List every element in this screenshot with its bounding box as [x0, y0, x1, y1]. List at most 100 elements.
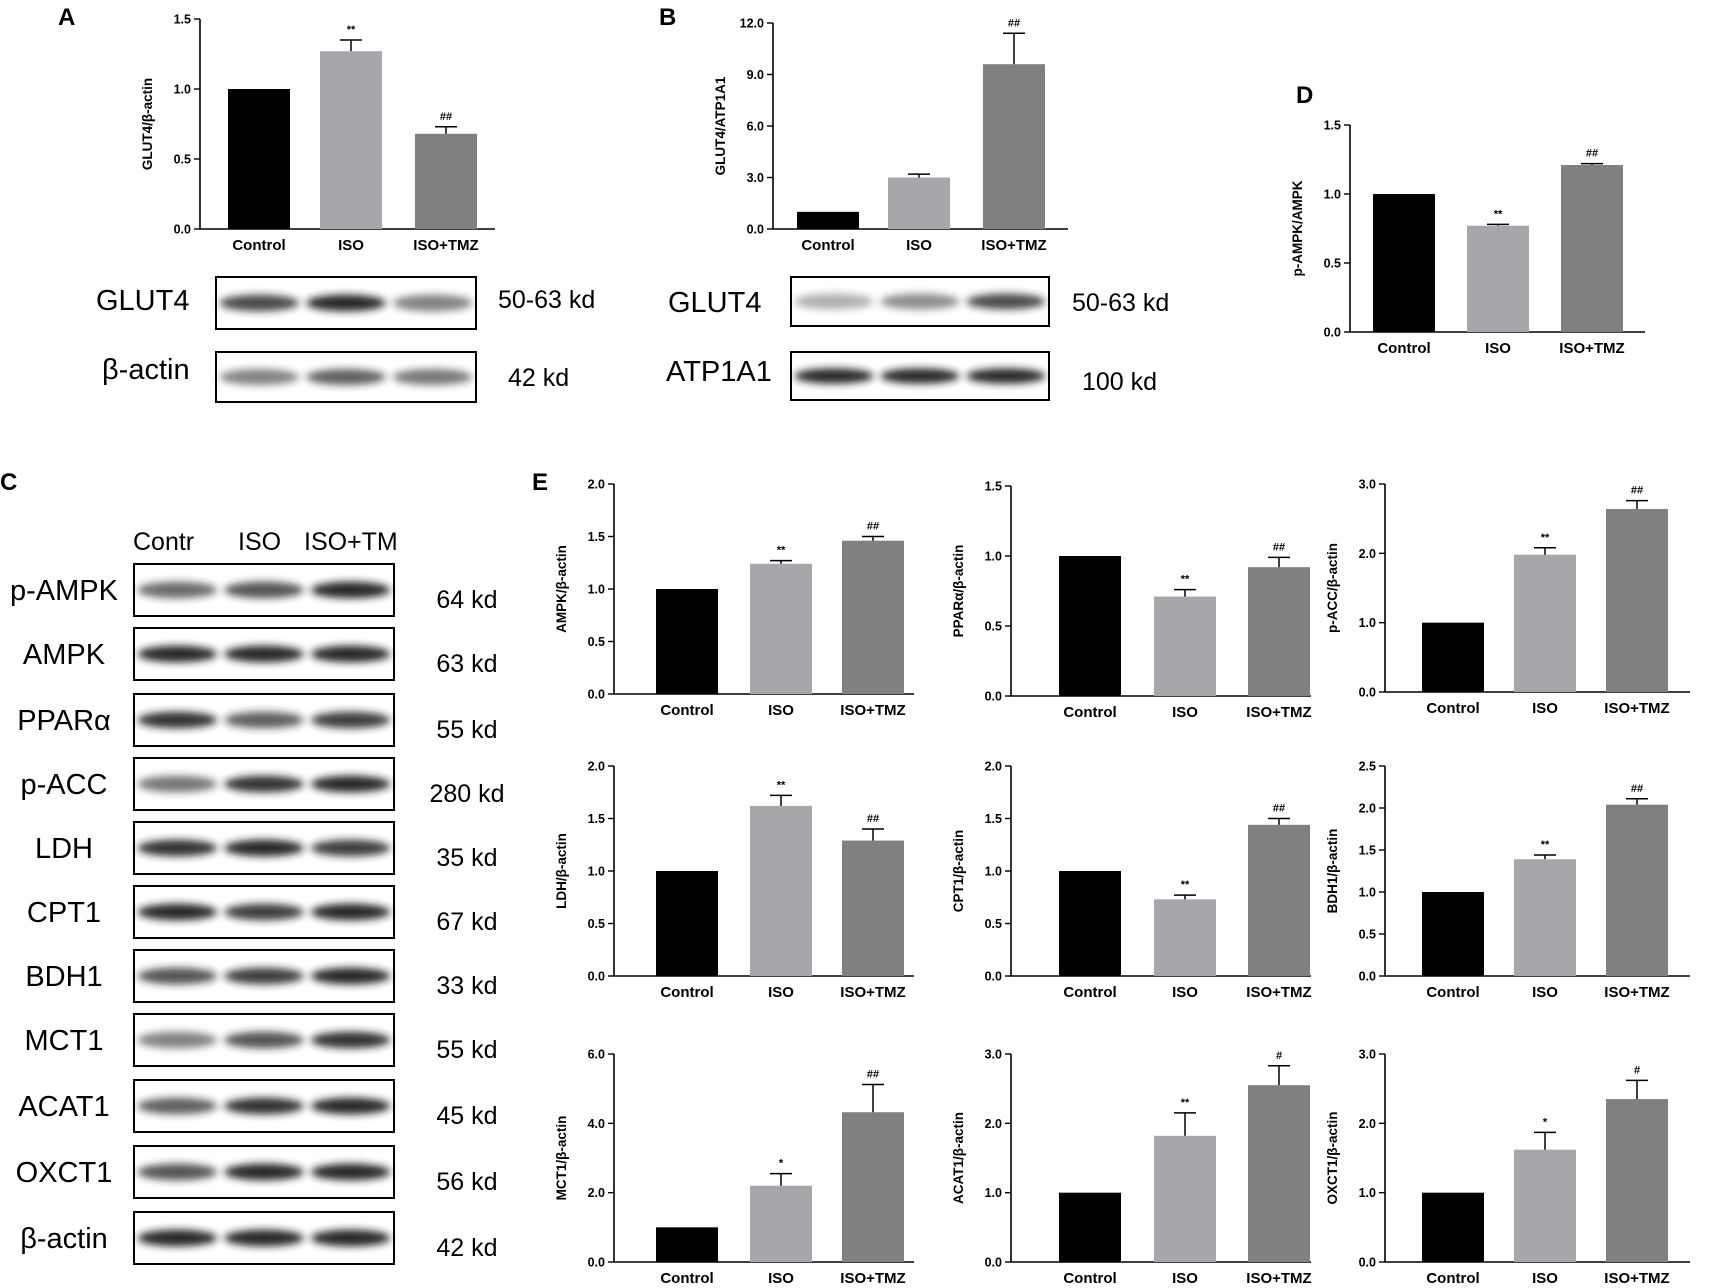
bar: [320, 51, 382, 230]
y-tick-label: 3.0: [747, 171, 764, 185]
band: [224, 711, 304, 729]
y-tick-label: 0.0: [1359, 1256, 1376, 1270]
bar: [750, 805, 812, 976]
category-label: Control: [232, 237, 285, 254]
bar: [1514, 859, 1576, 976]
band: [310, 645, 391, 663]
blot-c-rows: p-AMPK 64 kd AMPK 63 kd PPARα 55 kd p-ACC 280 k…: [10, 563, 505, 1265]
bar: [1514, 1149, 1576, 1262]
blot-c-row: OXCT1 56 kd: [16, 1145, 498, 1199]
y-tick-label: 1.5: [1359, 844, 1376, 858]
panel-letter-b: B: [659, 4, 676, 31]
blot-c-row-label: BDH1: [25, 961, 102, 993]
blot-c-row-kd: 55 kd: [436, 716, 497, 744]
blot-c-row-kd: 64 kd: [436, 586, 497, 614]
y-tick-label: 0.0: [588, 1256, 605, 1270]
significance-mark: **: [1541, 839, 1550, 851]
y-axis-label: ACAT1/β-actin: [951, 1112, 966, 1204]
band: [224, 967, 304, 985]
band: [966, 293, 1046, 310]
band: [310, 581, 391, 599]
bar: [797, 211, 859, 229]
y-tick-label: 0.0: [985, 1256, 1002, 1270]
blot-c-row: BDH1 33 kd: [25, 949, 498, 1003]
band: [794, 293, 874, 310]
y-tick-label: 0.0: [1359, 970, 1376, 984]
category-label: Control: [1426, 1270, 1479, 1287]
category-label: ISO+TMZ: [1559, 340, 1624, 357]
blot-c-row-kd: 35 kd: [436, 844, 497, 872]
blot-b-bands-glut4: [794, 293, 1046, 310]
bar: [1422, 892, 1484, 976]
category-label: ISO: [1172, 1270, 1198, 1287]
y-tick-label: 1.0: [174, 83, 191, 97]
bar: [1606, 1099, 1668, 1262]
y-tick-label: 0.5: [1324, 257, 1341, 271]
band: [224, 645, 304, 663]
blot-b-kd-glut4: 50-63 kd: [1072, 289, 1169, 317]
bar: [1422, 1192, 1484, 1262]
band: [224, 581, 304, 599]
y-tick-label: 0.5: [1359, 928, 1376, 942]
y-tick-label: 2.0: [588, 478, 605, 492]
band: [137, 645, 218, 663]
y-tick-label: 12.0: [740, 17, 764, 31]
bar: [1467, 225, 1529, 332]
y-tick-label: 0.5: [588, 635, 605, 649]
bar: [1248, 824, 1310, 976]
blot-c-row-kd: 63 kd: [436, 650, 497, 678]
chart-e-cpt1: 0.0 0.5 1.0 1.5 2.0 CPT1/β-actin Control ** ISO #…: [951, 760, 1312, 1002]
y-tick-label: 0.5: [985, 620, 1002, 634]
blot-c-row-kd: 280 kd: [429, 780, 504, 808]
panel-letter-e: E: [532, 469, 548, 496]
blot-b-label-atp1a1: ATP1A1: [666, 356, 772, 388]
band: [310, 1031, 391, 1049]
band: [137, 1031, 218, 1049]
band: [392, 369, 473, 385]
blot-c-lane-iso-tmz: ISO+TM: [304, 528, 398, 556]
chart-e-pacc: 0.0 1.0 2.0 3.0 p-ACC/β-actin Control ** ISO ## I…: [1325, 478, 1690, 717]
y-tick-label: 2.0: [1359, 547, 1376, 561]
band: [137, 1229, 218, 1247]
band: [224, 775, 304, 793]
category-label: Control: [1063, 704, 1116, 721]
y-axis-label: LDH/β-actin: [554, 833, 569, 909]
bar: [1422, 622, 1484, 692]
chart-e-ppara: 0.0 0.5 1.0 1.5 PPARα/β-actin Control ** ISO ## I…: [951, 480, 1312, 722]
y-axis-label: GLUT4/ATP1A1: [713, 76, 728, 175]
blot-b-kd-atp1a1: 100 kd: [1082, 368, 1157, 396]
y-tick-label: 1.5: [588, 812, 605, 826]
category-label: ISO: [768, 702, 794, 719]
bar: [1059, 1192, 1121, 1262]
category-label: Control: [1063, 984, 1116, 1001]
bar: [1059, 871, 1121, 976]
band: [219, 369, 300, 385]
bar: [750, 563, 812, 694]
y-tick-label: 0.0: [985, 970, 1002, 984]
blot-c-row-label: ACAT1: [18, 1091, 109, 1123]
blot-c-row-kd: 45 kd: [436, 1102, 497, 1130]
blot-b: GLUT4 ATP1A1 50-63 kd 100 kd: [666, 276, 1169, 401]
significance-mark: **: [1494, 208, 1503, 220]
bar: [1154, 596, 1216, 696]
category-label: ISO: [768, 1270, 794, 1287]
band: [310, 1097, 391, 1115]
y-tick-label: 1.0: [1359, 616, 1376, 630]
band: [306, 369, 386, 385]
y-tick-label: 1.0: [588, 865, 605, 879]
band: [137, 581, 218, 599]
y-axis-label: OXCT1/β-actin: [1325, 1111, 1340, 1204]
bar: [888, 177, 950, 229]
band: [310, 775, 391, 793]
blot-c-row-label: p-ACC: [20, 769, 107, 801]
y-tick-label: 6.0: [588, 1048, 605, 1062]
category-label: Control: [660, 702, 713, 719]
y-tick-label: 1.0: [985, 550, 1002, 564]
significance-mark: **: [777, 779, 786, 791]
bar: [1154, 1135, 1216, 1262]
category-label: Control: [1377, 340, 1430, 357]
blot-c-row-label: CPT1: [27, 897, 101, 929]
category-label: ISO+TMZ: [413, 237, 478, 254]
y-tick-label: 1.5: [174, 13, 191, 27]
